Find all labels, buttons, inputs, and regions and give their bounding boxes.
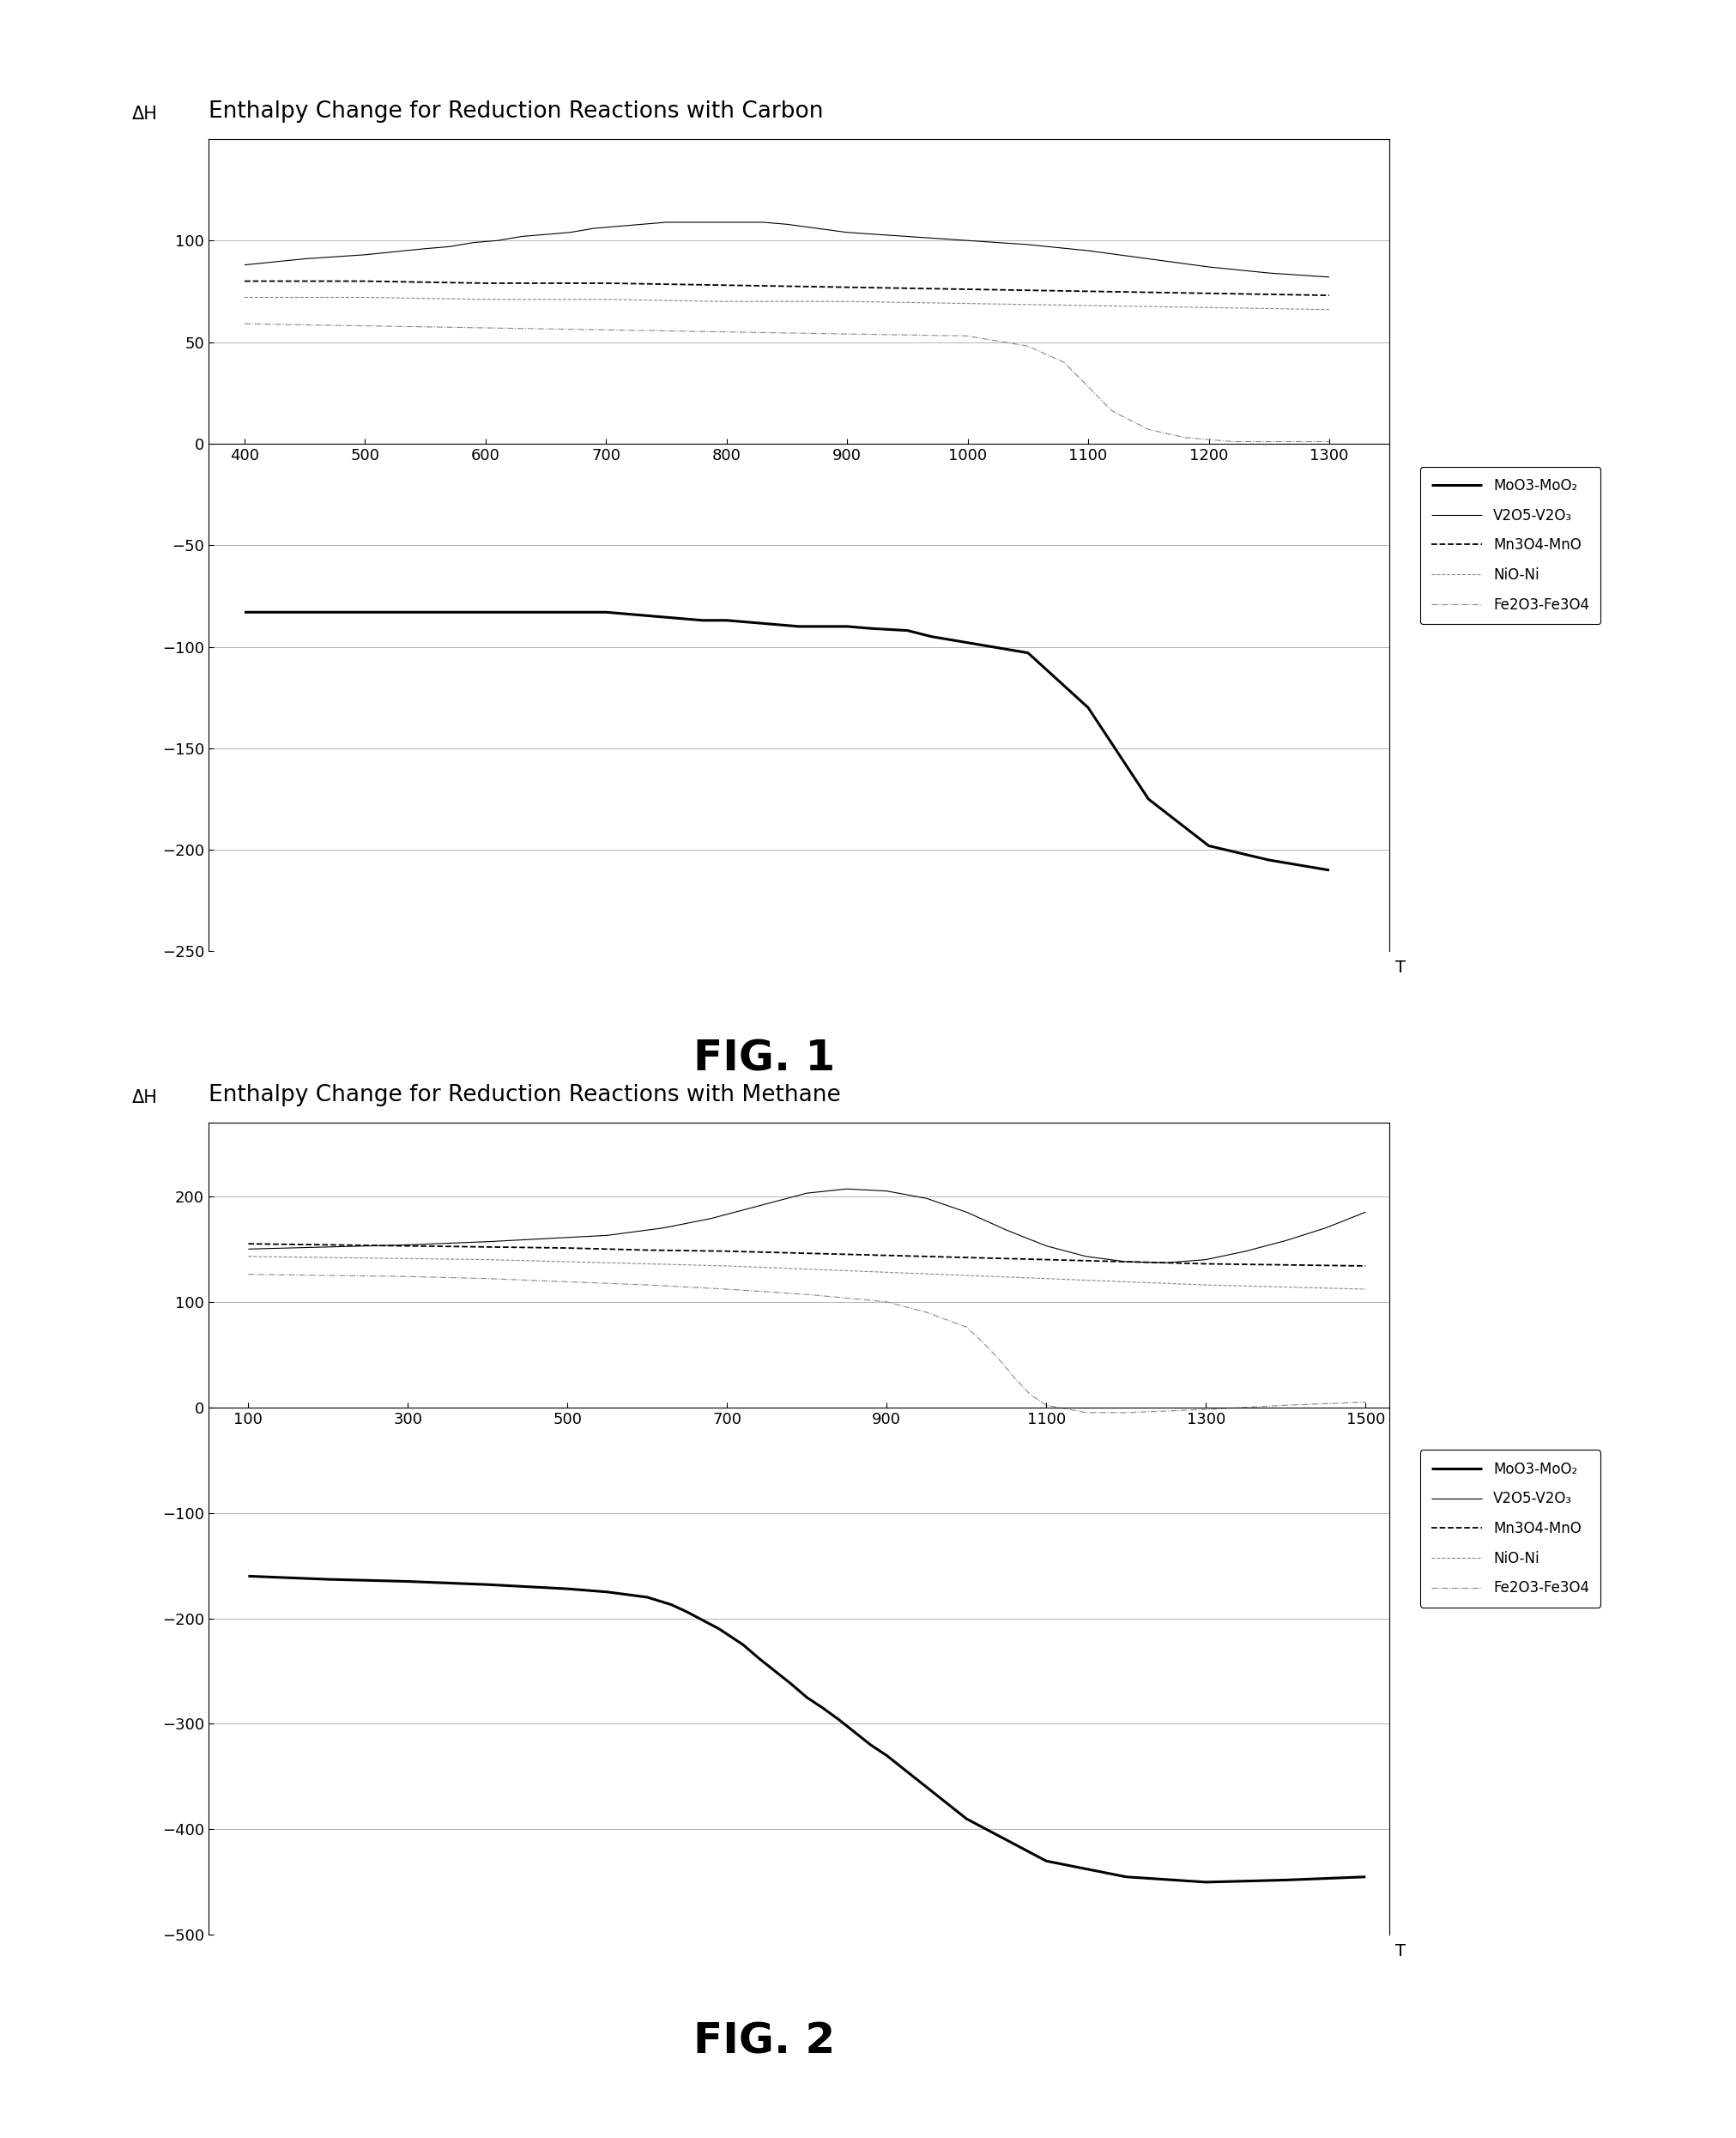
Text: ΔH: ΔH bbox=[132, 105, 158, 122]
Text: FIG. 1: FIG. 1 bbox=[693, 1037, 835, 1080]
Legend: MoO3-MoO₂, V2O5-V2O₃, Mn3O4-MnO, NiO-Ni, Fe2O3-Fe3O4: MoO3-MoO₂, V2O5-V2O₃, Mn3O4-MnO, NiO-Ni,… bbox=[1420, 466, 1601, 624]
Text: Enthalpy Change for Reduction Reactions with Carbon: Enthalpy Change for Reduction Reactions … bbox=[208, 100, 823, 122]
Text: T: T bbox=[1394, 1943, 1404, 1958]
Text: T: T bbox=[1394, 960, 1404, 975]
Text: Enthalpy Change for Reduction Reactions with Methane: Enthalpy Change for Reduction Reactions … bbox=[208, 1084, 840, 1105]
Legend: MoO3-MoO₂, V2O5-V2O₃, Mn3O4-MnO, NiO-Ni, Fe2O3-Fe3O4: MoO3-MoO₂, V2O5-V2O₃, Mn3O4-MnO, NiO-Ni,… bbox=[1420, 1450, 1601, 1608]
Text: ΔH: ΔH bbox=[132, 1088, 158, 1105]
Text: FIG. 2: FIG. 2 bbox=[693, 2020, 835, 2063]
